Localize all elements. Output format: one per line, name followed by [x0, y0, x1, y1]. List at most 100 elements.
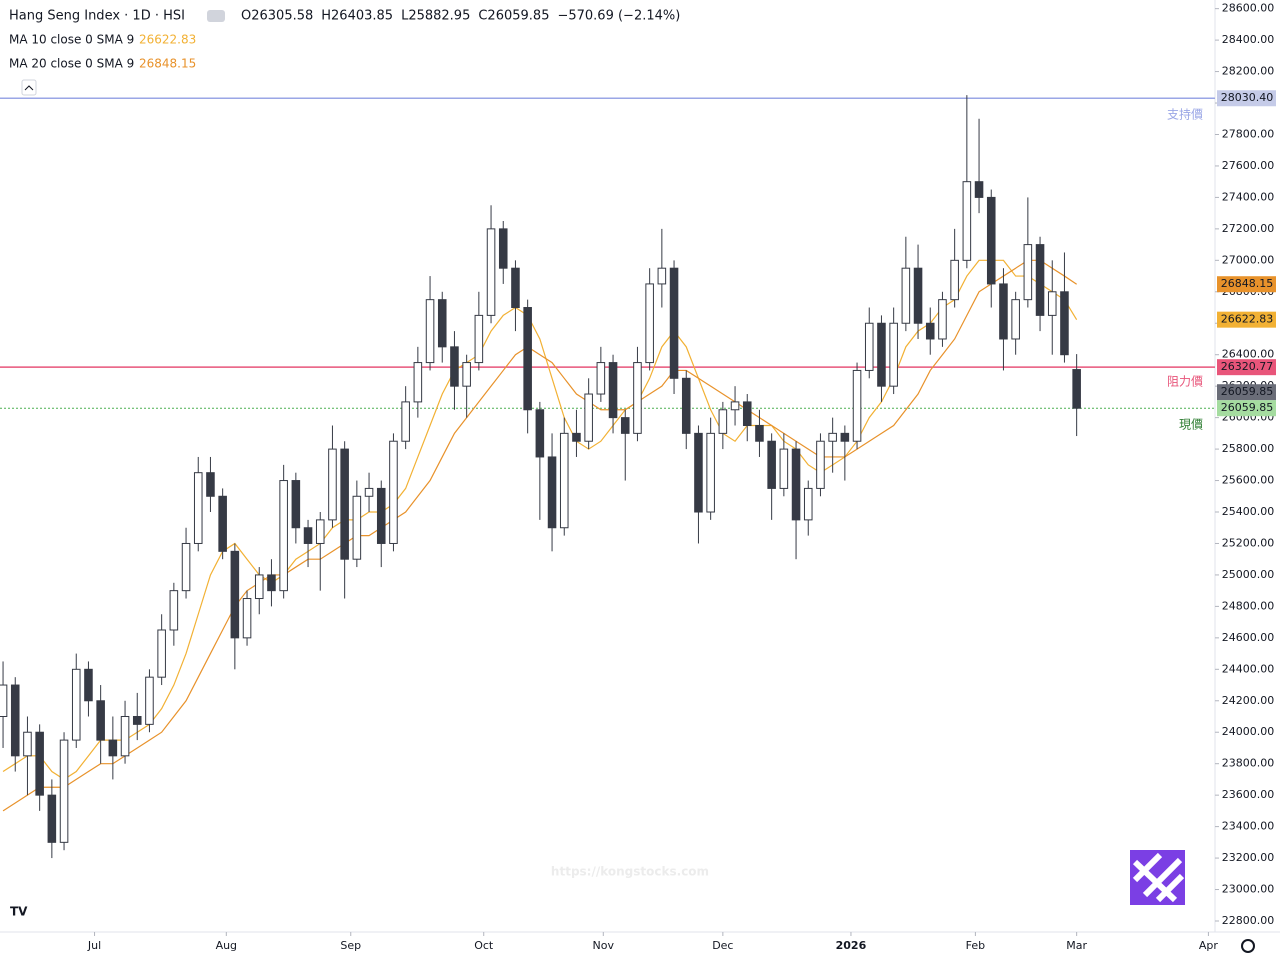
- candle-body: [291, 480, 301, 529]
- candle-body: [1072, 369, 1081, 409]
- candle-body: [913, 267, 923, 324]
- candle-body: [437, 299, 447, 348]
- candle-body: [950, 259, 959, 301]
- last-price-tag-bg: [1217, 384, 1276, 401]
- y-tick-label: 23600.00: [1222, 788, 1275, 801]
- candle-body: [35, 731, 44, 796]
- collapse-icon: [24, 85, 34, 91]
- y-tick-label: 23400.00: [1222, 820, 1275, 833]
- candle-body: [791, 448, 801, 521]
- candle-body: [413, 362, 423, 403]
- level-label: 支持價: [1167, 107, 1203, 122]
- candle-body: [84, 668, 93, 702]
- support-tag: 28030.40: [1221, 91, 1274, 104]
- candle-body: [852, 369, 862, 442]
- level-label: 阻力價: [1167, 375, 1203, 389]
- candle-body: [340, 448, 349, 560]
- candle-body: [364, 487, 374, 497]
- last-price-tag: 26059.85: [1221, 385, 1274, 398]
- candle-body: [925, 322, 935, 340]
- candle-body: [193, 472, 203, 544]
- candle-body: [389, 440, 398, 544]
- ma-line: [2, 259, 1077, 812]
- x-tick-label: Jul: [87, 939, 101, 952]
- header-bg: [0, 0, 640, 74]
- candle-body: [352, 495, 362, 560]
- candle-body: [1011, 299, 1020, 340]
- candle-body: [657, 267, 667, 285]
- candle-body: [132, 715, 142, 725]
- candle-body: [889, 322, 898, 387]
- candle-body: [315, 519, 325, 544]
- y-tick-label: 27800.00: [1222, 127, 1275, 140]
- candle-body: [181, 542, 191, 592]
- candle-body: [986, 196, 996, 285]
- candle-body: [864, 322, 874, 371]
- candle-body: [145, 676, 154, 725]
- ma-tag: 26848.15: [1221, 277, 1274, 290]
- candle-body: [840, 432, 850, 442]
- x-tick-label: Mar: [1066, 939, 1087, 952]
- candle-body: [218, 495, 227, 552]
- candle-body: [596, 362, 606, 395]
- ohlc-value: −570.69 (−2.14%): [557, 9, 680, 24]
- candle-body: [828, 432, 837, 442]
- y-tick-label: 24800.00: [1222, 599, 1275, 612]
- y-tick-label: 24600.00: [1222, 631, 1275, 644]
- collapse-button[interactable]: [21, 79, 37, 96]
- candle-body: [901, 267, 911, 324]
- candle-body: [486, 228, 496, 316]
- x-tick-label: Oct: [474, 939, 494, 952]
- candle-body: [572, 432, 581, 442]
- candle-body: [376, 487, 386, 544]
- ma-legend-value: 26848.15: [139, 57, 196, 71]
- watermark: https://kongstocks.com: [551, 865, 709, 879]
- candle-body: [584, 393, 593, 442]
- y-tick-label: 27400.00: [1222, 190, 1275, 203]
- current-tag-bg: [1217, 400, 1276, 417]
- toggle[interactable]: [207, 10, 225, 22]
- candle-body: [267, 574, 276, 592]
- candle-body: [645, 283, 654, 364]
- ohlc-value: H26403.85: [321, 9, 393, 24]
- candle-body: [1023, 244, 1033, 301]
- x-tick-label: Apr: [1199, 939, 1219, 952]
- chart-title: Hang Seng Index · 1D · HSI: [9, 9, 185, 24]
- ma-legend: MA 10 close 0 SMA 9: [9, 33, 134, 47]
- y-tick-label: 27200.00: [1222, 222, 1275, 235]
- candle-body: [10, 684, 20, 757]
- settings-icon[interactable]: [1241, 939, 1255, 953]
- candle-body: [157, 629, 166, 678]
- y-tick-label: 25800.00: [1222, 442, 1275, 455]
- x-tick-label: Sep: [340, 939, 361, 952]
- x-tick-label: Dec: [712, 939, 733, 952]
- ma-tag: 26622.83: [1221, 313, 1274, 326]
- candle-body: [511, 267, 520, 309]
- candle-body: [279, 480, 288, 592]
- candle-body: [718, 409, 728, 434]
- candle-body: [669, 267, 679, 379]
- candle-body: [242, 598, 252, 639]
- candle-body: [23, 731, 32, 757]
- resistance-tag-bg: [1217, 359, 1276, 376]
- y-tick-label: 23000.00: [1222, 883, 1275, 896]
- ohlc-value: C26059.85: [478, 9, 549, 24]
- brand-logo-mark: [1132, 852, 1185, 903]
- candle-body: [303, 527, 313, 544]
- level-label: 現價: [1179, 418, 1203, 432]
- y-tick-label: 27600.00: [1222, 159, 1275, 172]
- candle-body: [755, 424, 764, 442]
- y-tick-label: 24200.00: [1222, 694, 1275, 707]
- candle-body: [108, 739, 118, 757]
- candle-body: [535, 409, 545, 458]
- candle-body: [633, 362, 642, 434]
- current-tag: 26059.85: [1221, 401, 1274, 414]
- candle-body: [706, 432, 715, 513]
- candle-body: [401, 401, 410, 442]
- candle-body: [96, 700, 105, 741]
- resistance-tag: 26320.77: [1221, 360, 1274, 373]
- candle-body: [254, 574, 264, 600]
- candle-body: [974, 181, 984, 198]
- candle-body: [1047, 291, 1057, 316]
